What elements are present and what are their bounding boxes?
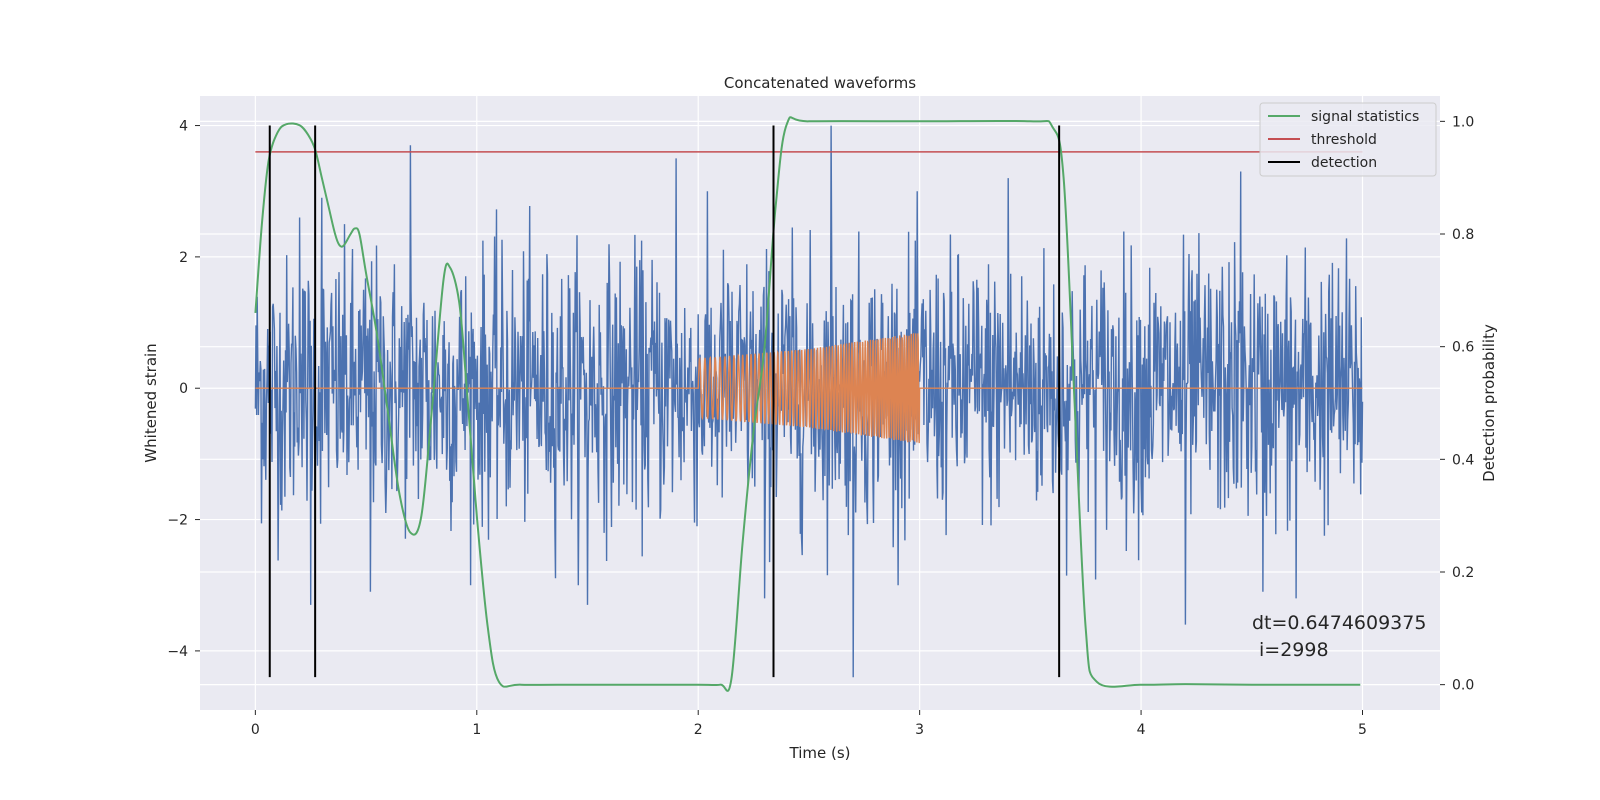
- x-axis-label: Time (s): [789, 744, 851, 762]
- y-tick-label-0: −4: [167, 644, 188, 660]
- axes: 0 1 2 3 4 5 −4 −2 0 2 4 0.0 0.2 0.4 0.6 0.8 1.0: [167, 114, 1474, 738]
- legend-label-signal-statistics: signal statistics: [1311, 109, 1419, 125]
- x-tick-label-1: 1: [472, 722, 481, 738]
- x-tick-label-5: 5: [1358, 722, 1367, 738]
- legend: signal statistics threshold detection: [1259, 102, 1437, 177]
- y-tick-label-1: −2: [167, 513, 188, 529]
- x-tick-label-3: 3: [915, 722, 924, 738]
- y-right-tick-label-4: 0.8: [1452, 227, 1474, 243]
- legend-label-detection: detection: [1311, 155, 1377, 171]
- y-right-axis-label: Detection probability: [1480, 324, 1498, 482]
- y-tick-label-3: 2: [179, 250, 188, 266]
- y-tick-label-4: 4: [179, 119, 188, 135]
- annotation-dt: dt=0.6474609375: [1252, 612, 1426, 634]
- series-signal-statistics: [254, 116, 1361, 692]
- y-tick-label-2: 0: [179, 381, 188, 397]
- y-right-tick-label-5: 1.0: [1452, 114, 1474, 130]
- legend-box: [1259, 102, 1437, 177]
- y-right-tick-label-0: 0.0: [1452, 678, 1474, 694]
- y-right-tick-label-2: 0.4: [1452, 452, 1474, 468]
- y-right-tick-label-3: 0.6: [1452, 340, 1474, 356]
- y-right-tick-label-1: 0.2: [1452, 565, 1474, 581]
- series-injection: [255, 333, 1363, 444]
- annotation-i: i=2998: [1259, 639, 1329, 661]
- legend-label-threshold: threshold: [1311, 132, 1377, 148]
- x-tick-label-0: 0: [251, 722, 260, 738]
- chart-title: Concatenated waveforms: [724, 74, 916, 92]
- series-layer: [254, 116, 1364, 692]
- x-tick-label-2: 2: [694, 722, 703, 738]
- x-tick-label-4: 4: [1137, 722, 1146, 738]
- y-axis-label: Whitened strain: [142, 343, 160, 462]
